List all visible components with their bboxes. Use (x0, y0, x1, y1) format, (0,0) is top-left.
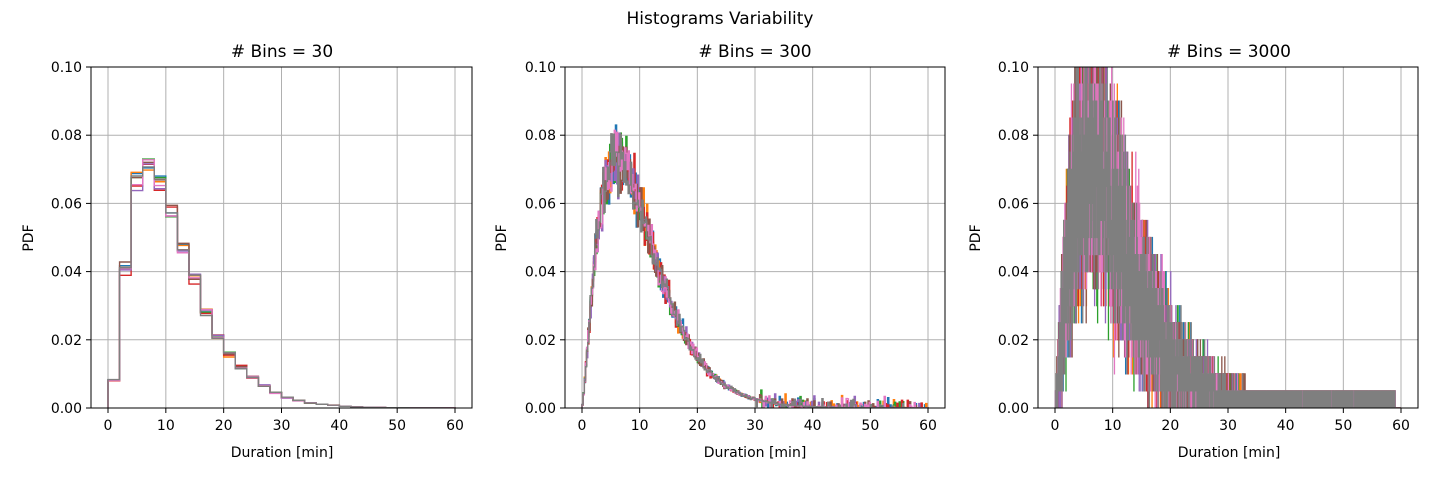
x-tick-label: 30 (746, 418, 764, 434)
y-tick-label: 0.02 (51, 333, 82, 349)
panel-title: # Bins = 300 (698, 42, 811, 62)
y-axis-label: PDF (494, 224, 510, 251)
x-tick-label: 30 (1219, 418, 1237, 434)
y-tick-label: 0.06 (998, 196, 1029, 212)
x-tick-label: 10 (1104, 418, 1122, 434)
x-axis-label: Duration [min] (1178, 445, 1281, 461)
x-tick-label: 30 (273, 418, 291, 434)
y-tick-label: 0.10 (998, 60, 1029, 76)
series-group (1054, 67, 1401, 408)
grid-lines (565, 66, 945, 409)
x-axis-label: Duration [min] (231, 445, 334, 461)
y-tick-label: 0.08 (51, 128, 82, 144)
x-tick-label: 20 (1161, 418, 1179, 434)
histogram-series-8 (1055, 67, 1401, 408)
grid-lines (91, 66, 472, 409)
x-tick-label: 0 (1051, 418, 1060, 434)
x-tick-label: 40 (804, 418, 822, 434)
y-tick-label: 0.08 (998, 128, 1029, 144)
x-tick-label: 50 (388, 418, 406, 434)
x-tick-label: 10 (631, 418, 649, 434)
panel-title: # Bins = 30 (231, 42, 333, 62)
histogram-panel-300-bins: # Bins = 300 Duration [min] PDF 0 10 20 30 4… (494, 42, 946, 461)
x-tick-label: 10 (157, 418, 175, 434)
x-tick-label: 20 (215, 418, 233, 434)
y-tick-label: 0.06 (525, 196, 556, 212)
x-tick-label: 60 (1392, 418, 1410, 434)
y-tick-label: 0.04 (525, 265, 556, 281)
histogram-series-8 (581, 133, 929, 408)
y-tick-label: 0.04 (51, 265, 82, 281)
x-tick-label: 60 (446, 418, 464, 434)
y-tick-label: 0.02 (998, 333, 1029, 349)
y-tick-label: 0.02 (525, 333, 556, 349)
x-tick-label: 40 (1277, 418, 1295, 434)
y-tick-label: 0.00 (525, 401, 556, 417)
x-tick-label: 0 (578, 418, 587, 434)
x-tick-label: 50 (861, 418, 879, 434)
figure-suptitle: Histograms Variability (627, 9, 814, 29)
histogram-panel-30-bins: # Bins = 30 Duration [min] PDF 0 10 20 30 40… (21, 42, 473, 461)
x-tick-label: 40 (330, 418, 348, 434)
x-axis-label: Duration [min] (704, 445, 807, 461)
y-tick-label: 0.10 (525, 60, 556, 76)
x-tick-label: 0 (104, 418, 113, 434)
x-tick-label: 60 (919, 418, 937, 434)
histogram-panel-3000-bins: # Bins = 3000 Duration [min] PDF 0 10 20 30… (968, 42, 1419, 461)
x-tick-label: 20 (688, 418, 706, 434)
x-tick-label: 50 (1334, 418, 1352, 434)
y-tick-label: 0.04 (998, 265, 1029, 281)
y-axis-label: PDF (21, 224, 37, 251)
y-tick-label: 0.08 (525, 128, 556, 144)
y-tick-label: 0.00 (51, 401, 82, 417)
y-tick-label: 0.10 (51, 60, 82, 76)
panel-title: # Bins = 3000 (1167, 42, 1291, 62)
y-axis-label: PDF (968, 224, 984, 251)
y-tick-label: 0.00 (998, 401, 1029, 417)
y-tick-label: 0.06 (51, 196, 82, 212)
